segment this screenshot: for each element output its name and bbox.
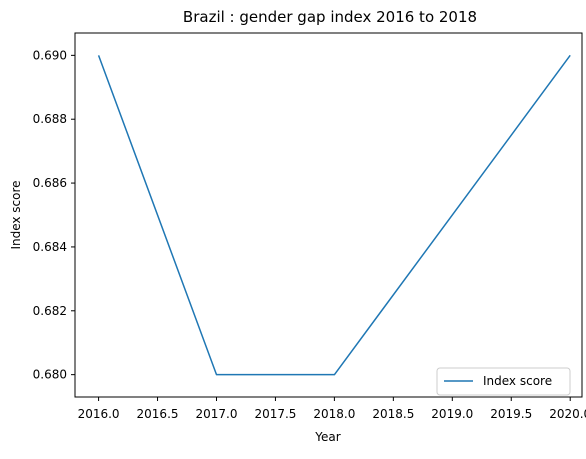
x-tick-label: 2018.0 bbox=[313, 407, 355, 421]
x-tick-label: 2016.5 bbox=[137, 407, 179, 421]
x-axis-ticks: 2016.0 2016.5 2017.0 2017.5 2018.0 2018.5 2019… bbox=[78, 397, 586, 421]
legend-label: Index score bbox=[483, 374, 552, 388]
legend-box bbox=[436, 367, 571, 396]
x-tick-label: 2019.5 bbox=[490, 407, 532, 421]
y-tick-label: 0.684 bbox=[33, 240, 67, 254]
y-tick-label: 0.686 bbox=[33, 176, 67, 190]
series-layer bbox=[97, 54, 571, 376]
x-tick-label: 2017.5 bbox=[254, 407, 296, 421]
x-tick-label: 2016.0 bbox=[78, 407, 120, 421]
series-line-index-score bbox=[97, 54, 571, 376]
plot-frame bbox=[74, 32, 583, 398]
y-axis-ticks: 0.680 0.682 0.684 0.686 0.688 0.690 bbox=[33, 48, 75, 382]
y-axis-label: Index score bbox=[9, 180, 23, 249]
y-tick-label: 0.690 bbox=[33, 48, 67, 62]
legend: Index score bbox=[436, 367, 571, 396]
plot-area bbox=[74, 32, 583, 398]
chart-title: Brazil : gender gap index 2016 to 2018 bbox=[183, 8, 477, 26]
x-tick-label: 2018.5 bbox=[372, 407, 414, 421]
y-tick-label: 0.682 bbox=[33, 304, 67, 318]
x-tick-label: 2017.0 bbox=[195, 407, 237, 421]
x-tick-label: 2020.0 bbox=[549, 407, 586, 421]
y-tick-label: 0.688 bbox=[33, 112, 67, 126]
y-tick-label: 0.680 bbox=[33, 368, 67, 382]
x-tick-label: 2019.0 bbox=[431, 407, 473, 421]
x-axis-label: Year bbox=[314, 430, 340, 444]
